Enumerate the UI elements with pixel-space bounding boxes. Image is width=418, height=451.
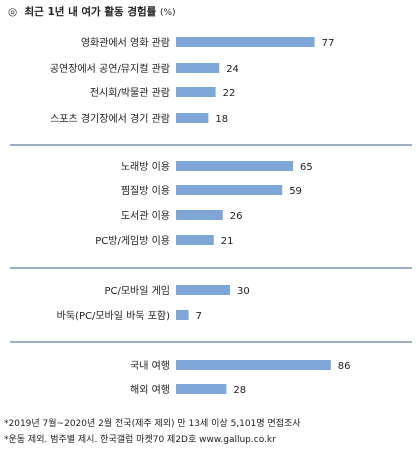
bar: [176, 384, 227, 394]
value-label: 28: [233, 385, 246, 396]
bar: [176, 161, 293, 171]
bar: [176, 285, 230, 295]
bar: [176, 310, 189, 320]
bar: [176, 113, 209, 123]
bar: [176, 235, 214, 245]
category-label: PC/모바일 게임: [104, 284, 170, 297]
value-label: 7: [196, 311, 202, 322]
category-label: 스포츠 경기장에서 경기 관람: [50, 112, 170, 125]
category-label: 도서관 이용: [121, 210, 170, 222]
value-label: 18: [215, 114, 228, 125]
category-label: 노래방 이용: [121, 161, 170, 173]
chart-title: ◎ 최근 1년 내 여가 활동 경험률 (%): [8, 6, 176, 18]
bar: [176, 63, 220, 73]
category-label: 영화관에서 영화 관람: [81, 36, 170, 49]
value-label: 77: [322, 38, 335, 49]
category-label: 전시회/박물관 관람: [90, 86, 170, 99]
bar: [176, 210, 223, 220]
footnote-survey: *2019년 7월~2020년 2월 전국(제주 제외) 만 13세 이상 5,…: [4, 419, 301, 429]
bar: [176, 185, 283, 195]
bar: [176, 37, 315, 47]
category-label: 해외 여행: [130, 383, 170, 396]
value-label: 59: [289, 186, 302, 197]
category-label: 공연장에서 공연/뮤지컬 관람: [50, 62, 170, 75]
value-label: 24: [226, 64, 239, 75]
bar: [176, 360, 331, 370]
value-label: 30: [237, 286, 250, 297]
chart-title-unit: (%): [159, 8, 176, 18]
value-label: 21: [221, 236, 234, 247]
value-label: 26: [230, 211, 243, 222]
value-label: 86: [338, 361, 351, 372]
category-label: 찜질방 이용: [121, 185, 170, 197]
bar: [176, 87, 216, 97]
category-label: 국내 여행: [130, 360, 170, 372]
value-label: 65: [300, 162, 313, 173]
value-label: 22: [223, 88, 236, 99]
chart-title-text: 최근 1년 내 여가 활동 경험률: [24, 6, 157, 18]
category-label: 바둑(PC/모바일 바둑 포함): [57, 310, 170, 322]
bar-chart: 영화관에서 영화 관람 77 공연장에서 공연/뮤지컬 관람 24 전시회/박물관 관람…: [10, 36, 412, 396]
footnote-source: *운동 제외. 범주별 제시. 한국갤럽 마켓70 제2D호 www.gallu…: [4, 435, 276, 445]
category-label: PC방/게임방 이용: [95, 234, 170, 247]
